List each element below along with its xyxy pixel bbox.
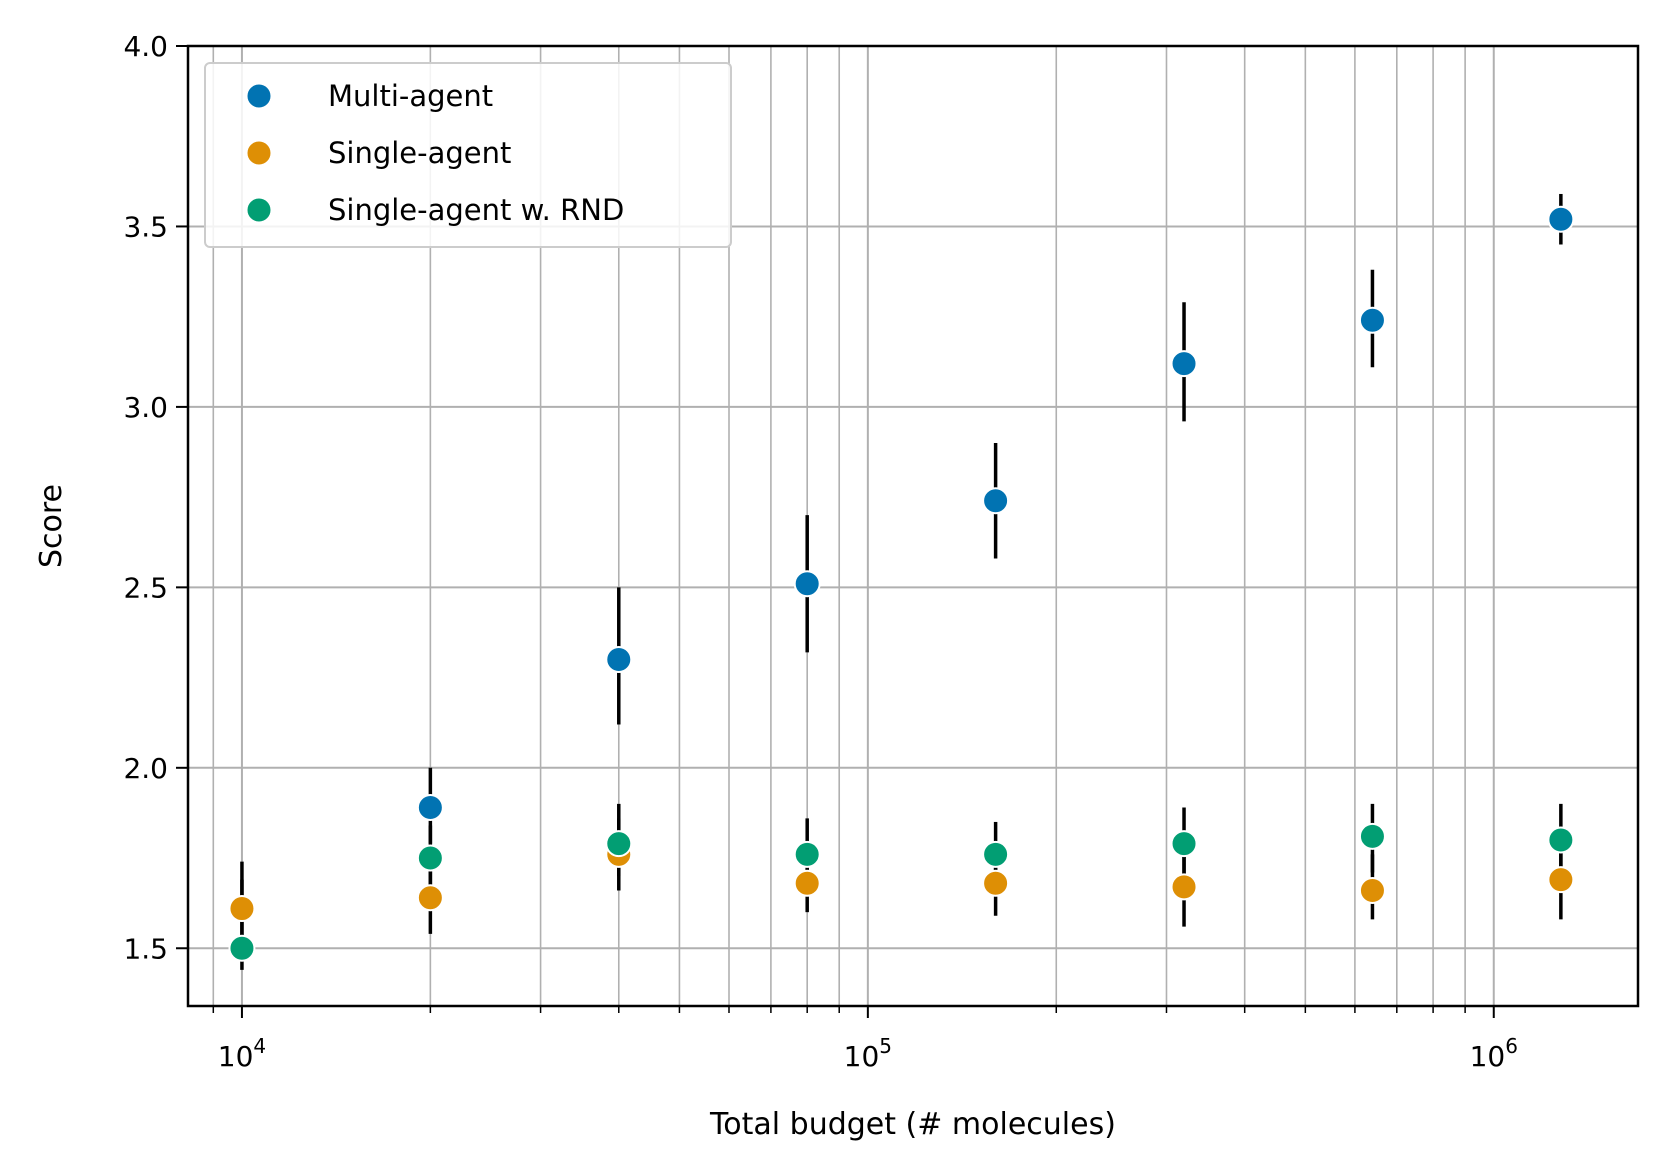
data-point: [1547, 205, 1575, 233]
data-point: [982, 840, 1010, 868]
plot-frame: [186, 44, 1640, 1008]
legend-label: Single-agent w. RND: [328, 193, 624, 227]
data-point: [605, 646, 633, 674]
legend-label: Multi-agent: [328, 79, 493, 113]
x-tick-label: 105: [844, 1034, 892, 1073]
data-point: [793, 570, 821, 598]
y-tick-label: 4.0: [123, 30, 168, 63]
y-tick-label: 1.5: [123, 932, 168, 965]
data-point: [1358, 877, 1386, 905]
data-points: [228, 205, 1575, 962]
legend-box: [204, 62, 732, 248]
y-tick-label: 3.0: [123, 391, 168, 424]
data-point: [982, 869, 1010, 897]
data-point: [1547, 866, 1575, 894]
x-tick-label: 106: [1470, 1034, 1518, 1073]
legend-marker: [245, 196, 273, 224]
y-tick-label: 3.5: [123, 210, 168, 243]
legend-label: Single-agent: [328, 136, 511, 170]
data-point: [416, 794, 444, 822]
y-tick-label: 2.0: [123, 752, 168, 785]
data-point: [605, 830, 633, 858]
axis-ticks: 104 105 106 1.5 2.0 2.5 3.0 3.5 4.0: [123, 30, 1517, 1073]
data-point: [1170, 830, 1198, 858]
data-point: [416, 844, 444, 872]
data-point: [793, 840, 821, 868]
data-point: [1358, 822, 1386, 850]
data-point: [1358, 306, 1386, 334]
data-point: [416, 884, 444, 912]
data-point: [982, 487, 1010, 515]
legend-marker: [245, 82, 273, 110]
data-point: [1170, 873, 1198, 901]
data-point: [1170, 350, 1198, 378]
y-axis-label: Score: [34, 484, 69, 568]
legend-marker: [245, 139, 273, 167]
y-tick-label: 2.5: [123, 571, 168, 604]
x-tick-label: 104: [218, 1034, 266, 1073]
data-point: [1547, 826, 1575, 854]
data-point: [793, 869, 821, 897]
data-point: [228, 895, 256, 923]
data-point: [228, 934, 256, 962]
x-axis-label: Total budget (# molecules): [709, 1107, 1116, 1142]
legend: Multi-agent Single-agent Single-agent w. R…: [204, 62, 732, 248]
